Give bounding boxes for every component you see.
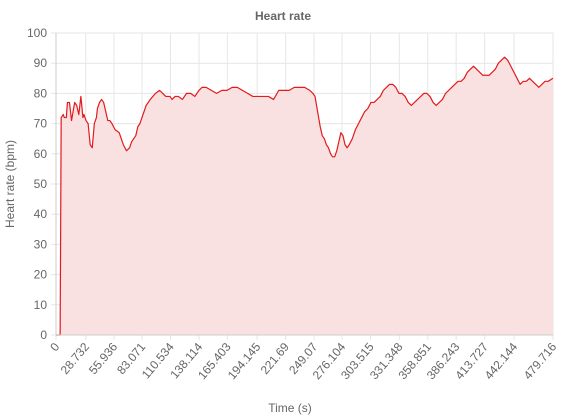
x-tick-label: 28.732: [58, 340, 93, 377]
x-tick-label: 0: [47, 340, 62, 354]
y-tick-label: 60: [34, 147, 48, 161]
y-tick-label: 20: [34, 268, 48, 282]
y-tick-label: 30: [34, 237, 48, 251]
y-tick-label: 100: [27, 26, 47, 40]
heart-rate-area-fill: [56, 57, 553, 335]
y-tick-label: 90: [34, 56, 48, 70]
y-tick-label: 40: [34, 207, 48, 221]
x-tick-label: 194.145: [225, 340, 264, 382]
y-axis-label: Heart rate (bpm): [3, 140, 17, 228]
y-axis-ticks: 0 10 20 30 40 50 60 70 80 90 100: [27, 26, 47, 342]
x-tick-label: 479.716: [521, 340, 560, 382]
plot-area: [56, 57, 553, 335]
x-tick-label: 55.936: [86, 340, 121, 377]
y-tick-label: 80: [34, 86, 48, 100]
x-axis-ticks: 028.73255.93683.071110.534138.114165.403…: [47, 340, 559, 382]
y-tick-label: 50: [34, 177, 48, 191]
y-tick-label: 70: [34, 117, 48, 131]
y-tick-label: 0: [40, 328, 47, 342]
x-tick-label: 221.69: [258, 340, 293, 377]
chart-title: Heart rate: [255, 9, 311, 23]
x-axis-label: Time (s): [268, 401, 312, 415]
x-tick-label: 442.144: [482, 340, 521, 382]
y-tick-label: 10: [34, 298, 48, 312]
